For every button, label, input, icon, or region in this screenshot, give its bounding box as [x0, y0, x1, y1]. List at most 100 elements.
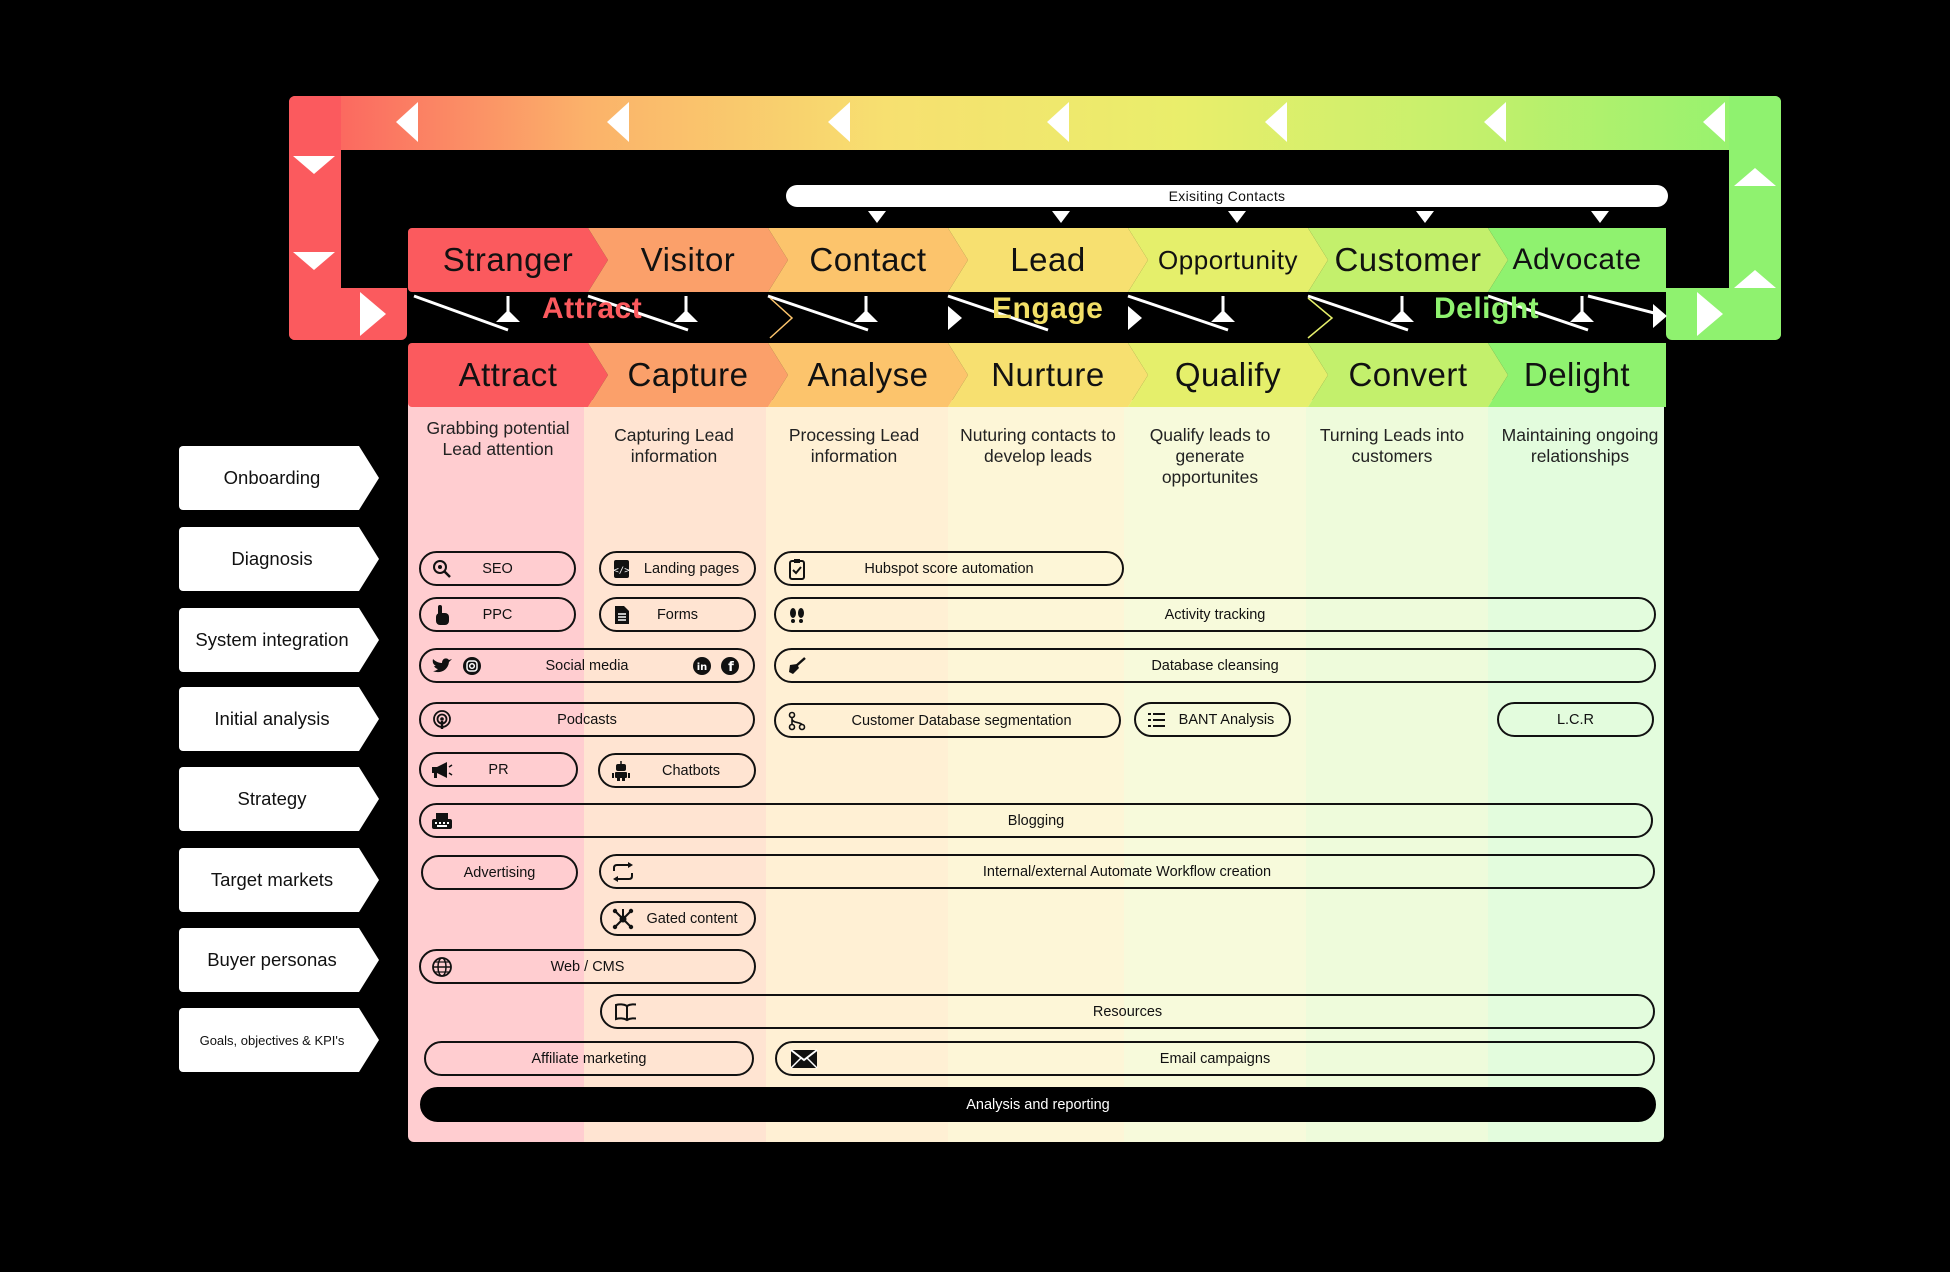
loop-arrow-right-icon	[1697, 292, 1723, 336]
activity-pr: PR	[419, 752, 578, 787]
existing-contact-arrow-icon	[1591, 211, 1609, 223]
existing-contact-arrow-icon	[1052, 211, 1070, 223]
feedback-loop-left-foot	[289, 288, 407, 340]
lifecycle-opportunity: Opportunity	[1128, 228, 1328, 292]
activity-resources: Resources	[600, 994, 1655, 1029]
loop-arrow-down-icon	[293, 252, 335, 270]
activity-landing-pages: </> Landing pages	[599, 551, 756, 586]
activity-seo: SEO	[419, 551, 576, 586]
step-description-qualify: Qualify leads to generate opportunites	[1149, 425, 1271, 487]
typewriter-icon	[431, 810, 453, 832]
footprints-icon	[786, 604, 808, 626]
side-label-goals-objectives-kpis: Goals, objectives & KPI's	[179, 1008, 379, 1072]
magnifier-icon	[431, 558, 453, 580]
pointer-hand-icon	[431, 604, 453, 626]
twitter-icon	[431, 655, 453, 677]
side-label-system-integration: System integration	[179, 608, 379, 672]
step-delight: Delight	[1488, 343, 1666, 407]
envelope-icon	[789, 1048, 819, 1070]
loop-arrow-up-icon	[1734, 270, 1776, 288]
activity-ppc: PPC	[419, 597, 576, 632]
clipboard-check-icon	[786, 558, 808, 580]
megaphone-icon	[431, 759, 453, 781]
side-label-diagnosis: Diagnosis	[179, 527, 379, 591]
existing-contact-arrow-icon	[1228, 211, 1246, 223]
step-convert: Convert	[1308, 343, 1508, 407]
podcast-icon	[431, 709, 453, 731]
activity-grid-background	[408, 400, 1664, 1142]
loop-arrow-left-icon	[1047, 102, 1069, 142]
activity-hubspot-score-automation: Hubspot score automation	[774, 551, 1124, 586]
step-capture: Capture	[588, 343, 788, 407]
activity-email-campaigns: Email campaigns	[775, 1041, 1655, 1076]
side-label-onboarding: Onboarding	[179, 446, 379, 510]
existing-contact-arrow-icon	[1416, 211, 1434, 223]
linkedin-icon: in	[691, 655, 713, 677]
lifecycle-advocate: Advocate	[1488, 228, 1666, 292]
network-icon	[612, 908, 634, 930]
activity-database-cleansing: Database cleansing	[774, 648, 1656, 683]
step-qualify: Qualify	[1128, 343, 1328, 407]
side-label-strategy: Strategy	[179, 767, 379, 831]
robot-icon	[610, 760, 632, 782]
loop-arrow-left-icon	[828, 102, 850, 142]
step-attract: Attract	[408, 343, 608, 407]
activity-affiliate-marketing: Affiliate marketing	[424, 1041, 754, 1076]
list-icon	[1146, 709, 1168, 731]
step-description-convert: Turning Leads into customers	[1319, 425, 1465, 466]
loop-arrow-left-icon	[1703, 102, 1725, 142]
document-icon	[611, 604, 633, 626]
stage-word-attract: Attract	[542, 292, 643, 325]
stage-word-delight: Delight	[1434, 292, 1540, 325]
step-description-attract: Grabbing potential Lead attention	[426, 418, 570, 459]
stage-connector-lines	[413, 294, 1667, 339]
step-nurture: Nurture	[948, 343, 1148, 407]
loop-arrow-left-icon	[1484, 102, 1506, 142]
instagram-icon	[461, 655, 483, 677]
loop-arrow-left-icon	[1265, 102, 1287, 142]
loop-arrow-up-icon	[1734, 168, 1776, 186]
activity-automate-workflow: Internal/external Automate Workflow crea…	[599, 854, 1655, 889]
activity-activity-tracking: Activity tracking	[774, 597, 1656, 632]
activity-gated-content: Gated content	[600, 901, 756, 936]
side-label-buyer-personas: Buyer personas	[179, 928, 379, 992]
svg-text:f: f	[728, 660, 734, 675]
globe-icon	[431, 956, 453, 978]
activity-lcr: L.C.R	[1497, 702, 1654, 737]
activity-podcasts: Podcasts	[419, 702, 755, 737]
lifecycle-customer: Customer	[1308, 228, 1508, 292]
side-label-target-markets: Target markets	[179, 848, 379, 912]
step-description-capture: Capturing Lead information	[614, 425, 734, 466]
activity-customer-database-segmentation: Customer Database segmentation	[774, 703, 1121, 738]
svg-text:</>: </>	[613, 566, 630, 576]
feedback-loop-top	[289, 96, 1781, 150]
existing-contact-arrow-icon	[868, 211, 886, 223]
repeat-arrows-icon	[611, 861, 633, 883]
loop-arrow-down-icon	[293, 156, 335, 174]
loop-arrow-left-icon	[396, 102, 418, 142]
feedback-loop-right-foot	[1666, 288, 1781, 340]
lifecycle-lead: Lead	[948, 228, 1148, 292]
activity-bant-analysis: BANT Analysis	[1134, 702, 1291, 737]
code-file-icon: </>	[611, 558, 633, 580]
loop-arrow-left-icon	[607, 102, 629, 142]
step-analyse: Analyse	[768, 343, 968, 407]
activity-web-cms: Web / CMS	[419, 949, 756, 984]
step-description-analyse: Processing Lead information	[788, 425, 920, 466]
activity-forms: Forms	[599, 597, 756, 632]
lifecycle-visitor: Visitor	[588, 228, 788, 292]
stage-word-engage: Engage	[992, 292, 1104, 325]
existing-contacts-bar: Exisiting Contacts	[786, 185, 1668, 207]
branch-icon	[786, 710, 808, 732]
broom-icon	[786, 655, 808, 677]
svg-text:in: in	[697, 662, 708, 673]
lifecycle-contact: Contact	[768, 228, 968, 292]
activity-advertising: Advertising	[421, 855, 578, 890]
activity-chatbots: Chatbots	[598, 753, 756, 788]
step-description-delight: Maintaining ongoing relationships	[1501, 425, 1659, 466]
activity-blogging: Blogging	[419, 803, 1653, 838]
facebook-icon: f	[719, 655, 741, 677]
step-description-nurture: Nuturing contacts to develop leads	[960, 425, 1116, 466]
open-book-icon	[614, 1001, 636, 1023]
activity-analysis-and-reporting: Analysis and reporting	[420, 1087, 1656, 1122]
